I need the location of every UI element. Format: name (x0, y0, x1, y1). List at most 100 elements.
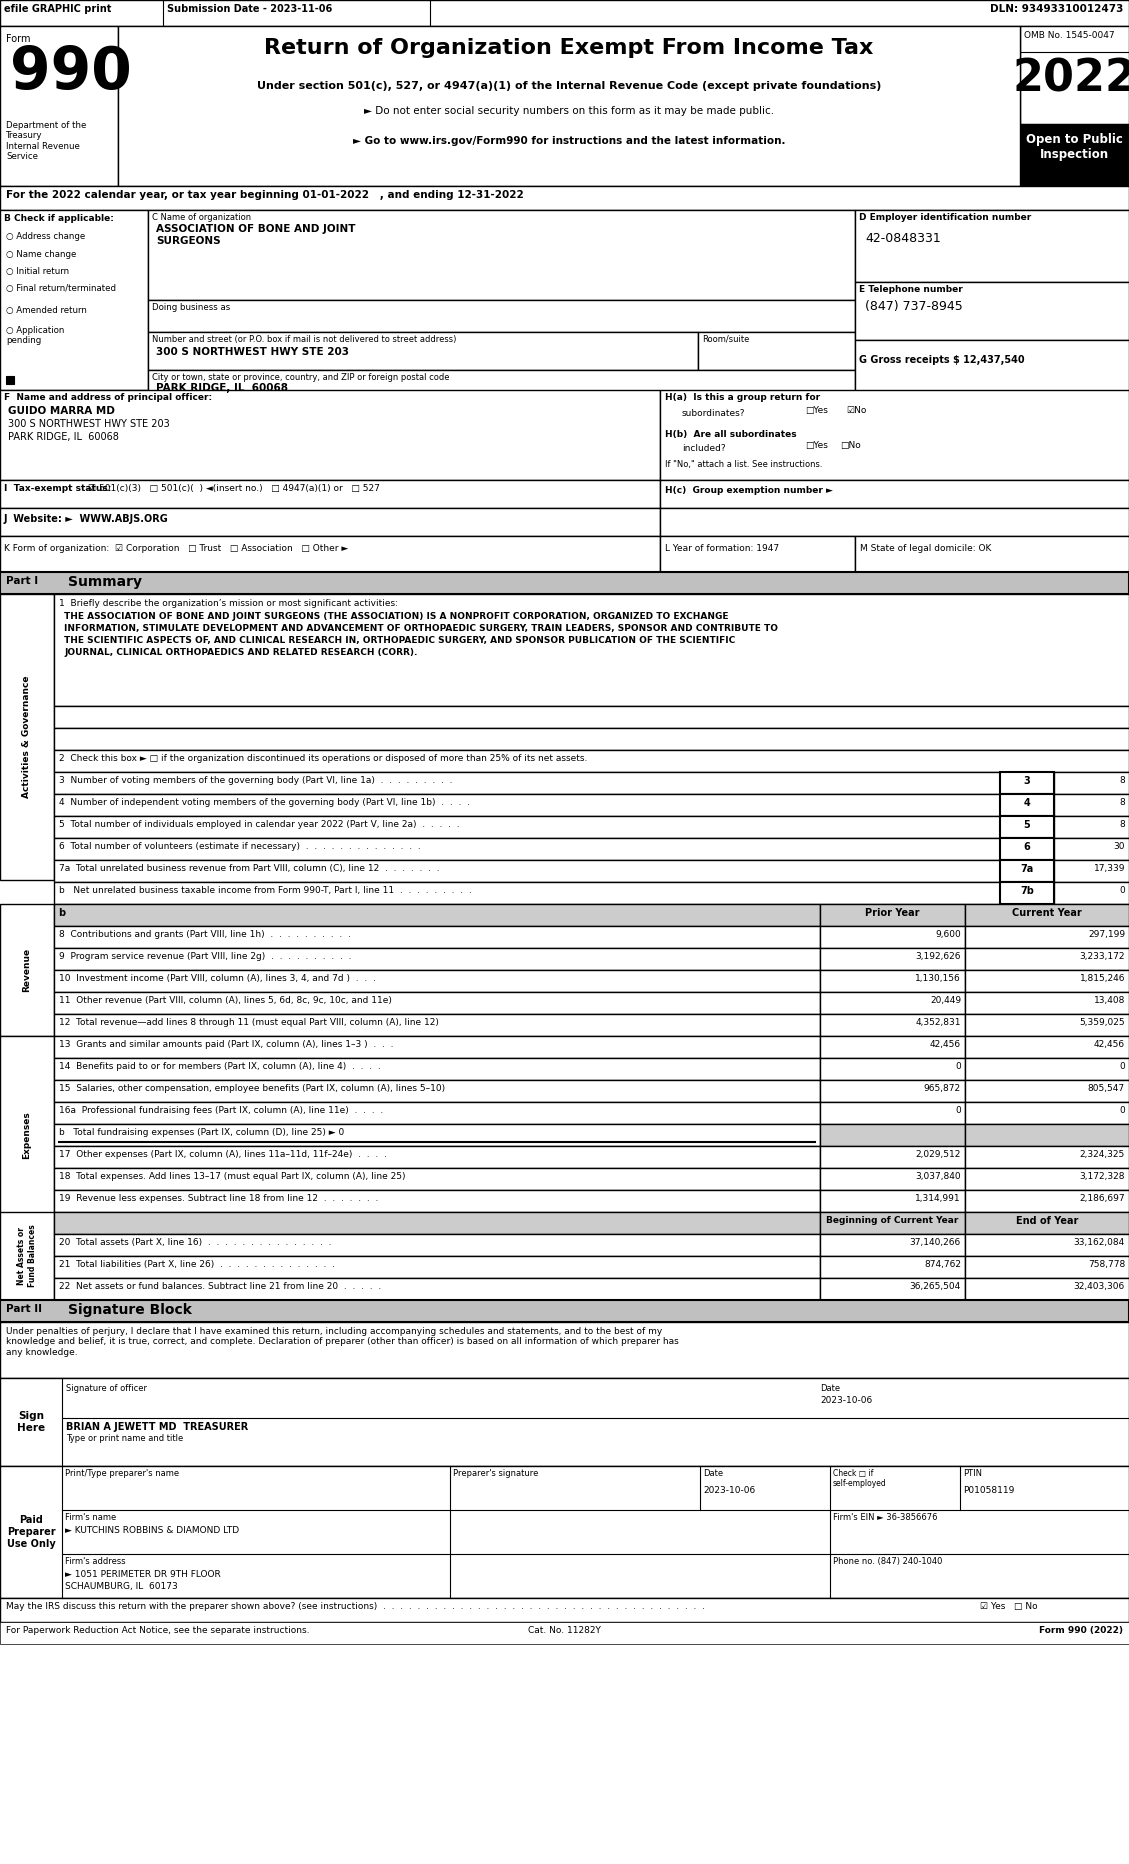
Text: 9  Program service revenue (Part VIII, line 2g)  .  .  .  .  .  .  .  .  .  .: 9 Program service revenue (Part VIII, li… (59, 953, 351, 962)
Bar (54, 969, 820, 992)
Text: 3,233,172: 3,233,172 (1079, 953, 1124, 962)
Text: INFORMATION, STIMULATE DEVELOPMENT AND ADVANCEMENT OF ORTHOPAEDIC SURGERY, TRAIN: INFORMATION, STIMULATE DEVELOPMENT AND A… (64, 624, 778, 634)
Bar (820, 949, 965, 969)
Text: 7a: 7a (1021, 865, 1034, 874)
Text: 1  Briefly describe the organization’s mission or most significant activities:: 1 Briefly describe the organization’s mi… (59, 598, 399, 608)
Text: 7b: 7b (1021, 885, 1034, 897)
Text: 5: 5 (1024, 820, 1031, 829)
Text: ☑ 501(c)(3)   □ 501(c)(  ) ◄(insert no.)   □ 4947(a)(1) or   □ 527: ☑ 501(c)(3) □ 501(c)( ) ◄(insert no.) □ … (88, 485, 379, 492)
Text: 3,037,840: 3,037,840 (916, 1172, 961, 1182)
Text: ☑No: ☑No (846, 406, 866, 416)
Bar (965, 1124, 1129, 1146)
Text: 19  Revenue less expenses. Subtract line 18 from line 12  .  .  .  .  .  .  .: 19 Revenue less expenses. Subtract line … (59, 1195, 378, 1202)
Text: 42,456: 42,456 (1094, 1040, 1124, 1049)
Text: b   Total fundraising expenses (Part IX, column (D), line 25) ► 0: b Total fundraising expenses (Part IX, c… (59, 1128, 344, 1137)
Bar (0, 1299, 1129, 1322)
Text: Open to Public
Inspection: Open to Public Inspection (1025, 132, 1122, 160)
Text: 10  Investment income (Part VIII, column (A), lines 3, 4, and 7d )  .  .  .: 10 Investment income (Part VIII, column … (59, 975, 376, 982)
Bar (660, 390, 1129, 481)
Text: 11  Other revenue (Part VIII, column (A), lines 5, 6d, 8c, 9c, 10c, and 11e): 11 Other revenue (Part VIII, column (A),… (59, 995, 392, 1005)
Text: ► 1051 PERIMETER DR 9TH FLOOR: ► 1051 PERIMETER DR 9TH FLOOR (65, 1569, 221, 1579)
Text: 5,359,025: 5,359,025 (1079, 1018, 1124, 1027)
Text: ○ Name change: ○ Name change (6, 250, 77, 259)
Text: 5  Total number of individuals employed in calendar year 2022 (Part V, line 2a) : 5 Total number of individuals employed i… (59, 820, 460, 829)
Text: 300 S NORTHWEST HWY STE 203: 300 S NORTHWEST HWY STE 203 (8, 419, 169, 429)
Bar (1054, 859, 1129, 882)
Text: 300 S NORTHWEST HWY STE 203: 300 S NORTHWEST HWY STE 203 (156, 347, 349, 358)
Bar (965, 1279, 1129, 1299)
Text: 1,130,156: 1,130,156 (916, 975, 961, 982)
Bar (820, 1036, 965, 1059)
Bar (6, 377, 14, 384)
Text: J  Website: ►  WWW.ABJS.ORG: J Website: ► WWW.ABJS.ORG (5, 514, 168, 524)
Bar (54, 794, 1000, 816)
Text: 6: 6 (1024, 843, 1031, 852)
Bar (0, 1622, 1129, 1644)
Text: Prior Year: Prior Year (865, 908, 919, 917)
Text: Return of Organization Exempt From Income Tax: Return of Organization Exempt From Incom… (264, 37, 874, 58)
Text: G Gross receipts $ 12,437,540: G Gross receipts $ 12,437,540 (859, 354, 1025, 365)
Bar (820, 1256, 965, 1279)
Text: Under penalties of perjury, I declare that I have examined this return, includin: Under penalties of perjury, I declare th… (6, 1327, 679, 1357)
Text: 990: 990 (10, 45, 132, 101)
Text: 14  Benefits paid to or for members (Part IX, column (A), line 4)  .  .  .  .: 14 Benefits paid to or for members (Part… (59, 1062, 380, 1072)
Text: efile GRAPHIC print: efile GRAPHIC print (5, 4, 112, 15)
Text: Print/Type preparer's name: Print/Type preparer's name (65, 1469, 180, 1478)
Bar (820, 1059, 965, 1079)
Text: F  Name and address of principal officer:: F Name and address of principal officer: (5, 393, 212, 403)
Bar (820, 969, 965, 992)
Bar (660, 537, 855, 572)
Bar (820, 1014, 965, 1036)
Bar (54, 904, 820, 926)
Bar (54, 1256, 820, 1279)
Text: C Name of organization: C Name of organization (152, 212, 251, 222)
Bar (148, 332, 698, 369)
Text: 0: 0 (1119, 1062, 1124, 1072)
Bar (855, 537, 1129, 572)
Text: 874,762: 874,762 (924, 1260, 961, 1269)
Text: Date: Date (820, 1383, 840, 1392)
Text: 3  Number of voting members of the governing body (Part VI, line 1a)  .  .  .  .: 3 Number of voting members of the govern… (59, 775, 453, 785)
Bar (965, 1234, 1129, 1256)
Text: THE ASSOCIATION OF BONE AND JOINT SURGEONS (THE ASSOCIATION) IS A NONPROFIT CORP: THE ASSOCIATION OF BONE AND JOINT SURGEO… (64, 611, 728, 621)
Bar (0, 481, 660, 509)
Bar (54, 706, 1129, 729)
Text: included?: included? (682, 444, 726, 453)
Text: E Telephone number: E Telephone number (859, 285, 963, 295)
Text: THE SCIENTIFIC ASPECTS OF, AND CLINICAL RESEARCH IN, ORTHOPAEDIC SURGERY, AND SP: THE SCIENTIFIC ASPECTS OF, AND CLINICAL … (64, 636, 735, 645)
Text: 22  Net assets or fund balances. Subtract line 21 from line 20  .  .  .  .  .: 22 Net assets or fund balances. Subtract… (59, 1282, 382, 1292)
Text: 21  Total liabilities (Part X, line 26)  .  .  .  .  .  .  .  .  .  .  .  .  .  : 21 Total liabilities (Part X, line 26) .… (59, 1260, 335, 1269)
Text: Firm's EIN ► 36-3856676: Firm's EIN ► 36-3856676 (833, 1514, 937, 1523)
Bar (1054, 772, 1129, 794)
Bar (965, 1059, 1129, 1079)
Text: □Yes: □Yes (805, 406, 828, 416)
Bar (1054, 882, 1129, 904)
Bar (820, 1102, 965, 1124)
Text: 4,352,831: 4,352,831 (916, 1018, 961, 1027)
Text: ○ Initial return: ○ Initial return (6, 267, 69, 276)
Bar (965, 1014, 1129, 1036)
Text: GUIDO MARRA MD: GUIDO MARRA MD (8, 406, 115, 416)
Text: 18  Total expenses. Add lines 13–17 (must equal Part IX, column (A), line 25): 18 Total expenses. Add lines 13–17 (must… (59, 1172, 405, 1182)
Text: 0: 0 (955, 1062, 961, 1072)
Text: Paid
Preparer
Use Only: Paid Preparer Use Only (7, 1515, 55, 1549)
Bar (965, 992, 1129, 1014)
Bar (0, 904, 54, 1036)
Bar (820, 1212, 965, 1234)
Text: P01058119: P01058119 (963, 1486, 1014, 1495)
Text: DLN: 93493310012473: DLN: 93493310012473 (990, 4, 1123, 15)
Text: ○ Application
pending: ○ Application pending (6, 326, 64, 345)
Text: For the 2022 calendar year, or tax year beginning 01-01-2022   , and ending 12-3: For the 2022 calendar year, or tax year … (6, 190, 524, 199)
Text: Revenue: Revenue (23, 949, 32, 992)
Text: ○ Amended return: ○ Amended return (6, 306, 87, 315)
Text: City or town, state or province, country, and ZIP or foreign postal code: City or town, state or province, country… (152, 373, 449, 382)
Text: If "No," attach a list. See instructions.: If "No," attach a list. See instructions… (665, 460, 823, 470)
Bar (965, 904, 1129, 926)
Text: Check □ if
self-employed: Check □ if self-employed (833, 1469, 886, 1487)
Bar (0, 1377, 1129, 1465)
Text: ☑ Yes   □ No: ☑ Yes □ No (980, 1601, 1038, 1610)
Text: Part I: Part I (6, 576, 38, 585)
Text: SCHAUMBURG, IL  60173: SCHAUMBURG, IL 60173 (65, 1583, 177, 1592)
Bar (965, 1189, 1129, 1212)
Text: Form: Form (6, 34, 30, 45)
